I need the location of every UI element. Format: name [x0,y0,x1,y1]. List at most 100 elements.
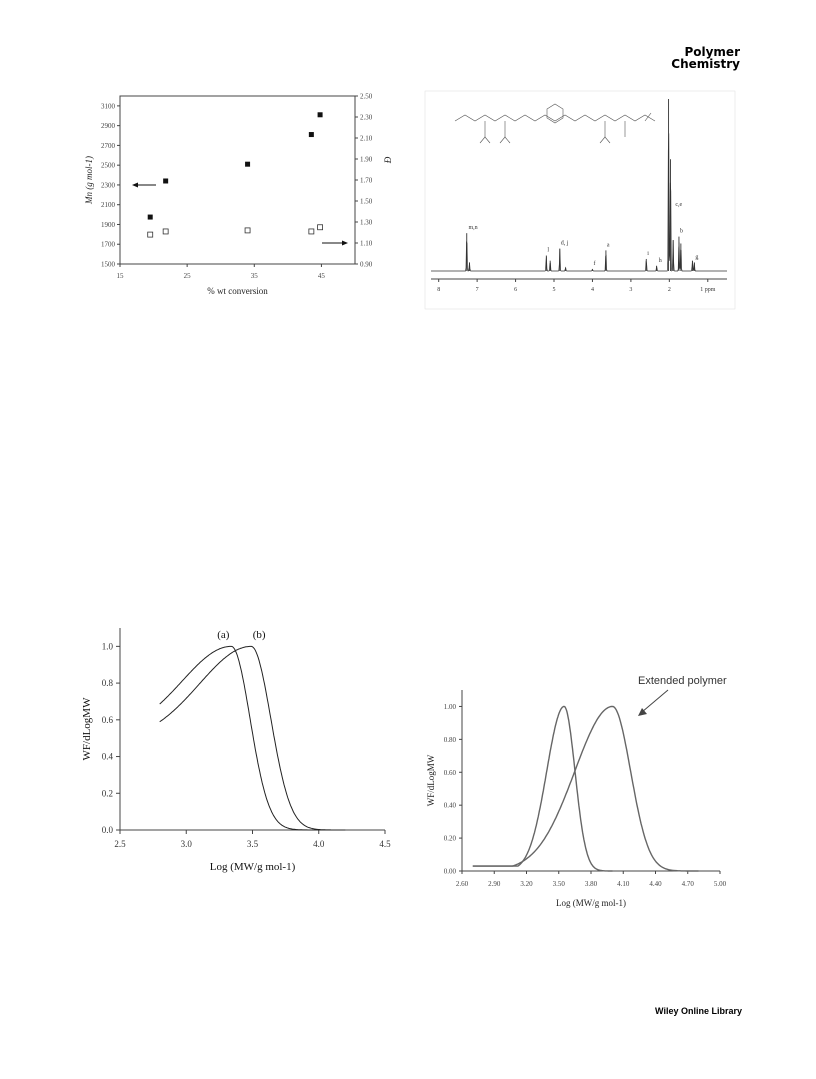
nmr-peak-label: d, j [561,241,569,247]
gpc-chart-ab: 2.5 3.0 3.5 4.0 4.5 0.0 0.2 0.4 0.6 0.8 1.0 Log (MW… [81,628,391,873]
x-tick-label: 2.90 [488,880,501,888]
y-right-tick-label: 2.10 [360,135,373,143]
x-tick-label: 4.5 [379,839,391,849]
end-group-bond [644,112,652,122]
y-right-tick-label: 2.30 [360,114,373,122]
mn-point [147,214,153,220]
annotation-arrow [641,689,669,713]
nmr-spectrum-line [431,133,727,272]
y-right-tick-label: 1.70 [360,177,373,185]
journal-name: Polymer Chemistry [671,46,740,70]
nmr-peak-label: b [680,229,683,235]
gpc-chart-extended: 2.60 2.90 3.20 3.50 3.80 4.10 4.40 4.70 5.00 0.00… [426,675,727,908]
x-tick-label: 2 [668,287,671,293]
nmr-peak-label: a [607,242,610,248]
ester-group [599,136,611,144]
x-tick-label: 1 ppm [700,287,716,293]
x-tick-label: 7 [476,287,479,293]
plot-frame [119,95,356,265]
x-tick-label: 25 [184,272,192,280]
y-right-tick-label: 0.90 [360,261,373,269]
x-tick-label: 3.0 [181,839,193,849]
y-tick-label: 0.20 [444,835,457,843]
axes [119,628,385,831]
dispersity-point [162,228,169,235]
x-tick-label: 2.60 [456,880,469,888]
journal-name-line1: Polymer [684,45,740,59]
trace-label: (a) [217,629,230,641]
x-tick-label: 15 [117,272,125,280]
mn-point [163,178,169,184]
gpc-trace-extended [472,705,699,872]
footer-publisher: Wiley Online Library [655,1006,742,1016]
y-right-tick-label: 1.50 [360,198,373,206]
x-tick-label: 3.20 [520,880,533,888]
x-tick-label: 2.5 [114,839,126,849]
x-tick-label: 4.70 [682,880,695,888]
x-tick-label: 4.10 [617,880,630,888]
y-tick-label: 0.0 [102,825,114,835]
axes [461,690,720,872]
nmr-peak-label: m,n [469,225,478,231]
left-axis-arrow-head [132,182,138,188]
x-tick-label: 6 [514,287,517,293]
y-left-tick-label: 2900 [101,122,116,130]
x-tick-label: 4.40 [649,880,662,888]
x-tick-label: 4 [591,287,594,293]
x-axis-label: % wt conversion [207,286,268,296]
ester-group [479,136,491,144]
x-tick-label: 45 [318,272,326,280]
x-axis-label: Log (MW/g mol-1) [556,898,626,908]
nmr-peak-label: i [647,251,649,257]
x-tick-label: 3 [629,287,632,293]
x-tick-label: 3.5 [247,839,259,849]
y-tick-label: 0.80 [444,736,457,744]
backbone-bond [454,114,656,122]
y-axis-label: WF/dLogMW [81,697,93,761]
right-axis-arrow-head [342,240,348,246]
y-left-tick-label: 1900 [101,221,116,229]
y-left-tick-label: 2500 [101,162,116,170]
y-tick-label: 1.0 [102,641,114,651]
extended-polymer-annotation: Extended polymer [638,675,727,687]
trace-label: (b) [253,629,266,641]
mn-point [308,132,314,138]
dispersity-point [317,224,323,231]
y-right-tick-label: 1.30 [360,219,373,227]
y-right-tick-label: 1.90 [360,156,373,164]
y-left-tick-label: 2100 [101,201,116,209]
y-tick-label: 0.8 [102,678,114,688]
phenyl-ring [546,103,564,124]
y-tick-label: 0.2 [102,788,113,798]
nmr-peak-label: f [593,260,595,267]
conversion-chart: 15 25 35 45 1500 1700 1900 2100 2300 2500 2700 2900… [84,93,393,297]
journal-name-line2: Chemistry [671,57,740,71]
y-left-tick-label: 2300 [101,181,116,189]
y-left-tick-label: 1500 [101,261,116,269]
nmr-peak-label: c,e [675,202,682,208]
nmr-peak-label: l [547,248,549,254]
mn-point [317,112,323,118]
y-right-tick-label: 2.50 [360,93,373,101]
y-tick-label: 1.00 [444,703,457,711]
x-tick-label: 35 [251,272,258,280]
y-tick-label: 0.4 [102,752,114,762]
y-right-tick-label: 1.10 [360,240,373,248]
y-tick-label: 0.40 [444,802,457,810]
annotation-arrow-head [638,708,647,716]
ester-group [499,136,511,144]
x-tick-label: 3.80 [585,880,598,888]
x-tick-label: 5 [553,287,556,293]
x-axis-label: Log (MW/g mol-1) [210,861,296,873]
x-tick-label: 4.0 [313,839,325,849]
dispersity-point [147,231,154,238]
y-tick-label: 0.60 [444,769,457,777]
nmr-peak-label: g [695,254,698,260]
x-tick-label: 3.50 [553,880,566,888]
y-left-tick-label: 1700 [101,241,116,249]
y-tick-label: 0.6 [102,715,114,725]
nmr-frame [424,90,736,310]
y-left-tick-label: 2700 [101,142,116,150]
nmr-spectrum-chart: 8 7 6 5 4 3 2 1 ppm m,n l d, j f a i h c,e b g [424,90,736,310]
nmr-peak-label: h [659,258,662,264]
